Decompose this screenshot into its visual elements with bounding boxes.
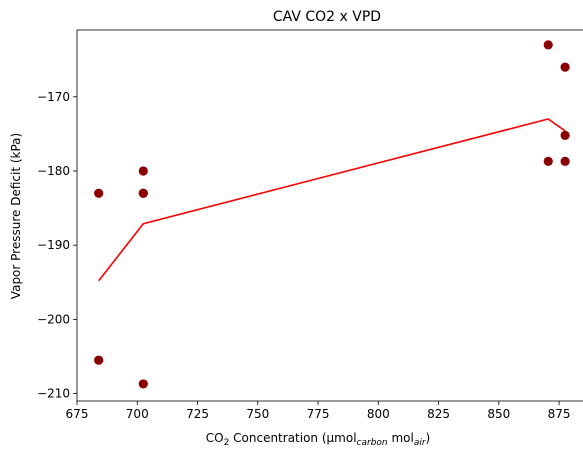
x-axis: 675 700 725 750 775 800 825 850 875	[66, 401, 571, 421]
chart-title: CAV CO2 x VPD	[273, 9, 381, 25]
data-point	[138, 166, 148, 176]
y-tick-label: −180	[37, 164, 70, 178]
data-point	[560, 62, 570, 72]
x-tick-label: 775	[307, 407, 330, 421]
fit-line	[98, 118, 566, 282]
plot-frame	[76, 29, 583, 402]
data-point	[94, 355, 104, 365]
data-point	[543, 156, 553, 166]
data-point	[560, 130, 570, 140]
y-tick-label: −210	[37, 387, 70, 401]
x-tick-label: 875	[548, 407, 571, 421]
y-tick-label: −170	[37, 90, 70, 104]
y-axis: −210 −200 −190 −180 −170	[37, 90, 77, 401]
x-axis-label: CO2 Concentration (µmolcarbon molair)	[206, 431, 430, 448]
data-point	[543, 40, 553, 50]
data-point	[560, 156, 570, 166]
y-tick-label: −190	[37, 238, 70, 252]
data-point	[138, 188, 148, 198]
x-tick-label: 675	[66, 407, 89, 421]
x-tick-label: 825	[427, 407, 450, 421]
y-tick-label: −200	[37, 312, 70, 326]
x-tick-label: 725	[186, 407, 209, 421]
data-point	[138, 379, 148, 389]
y-axis-label: Vapor Pressure Deficit (kPa)	[9, 133, 23, 299]
data-point	[94, 188, 104, 198]
plot-area	[94, 40, 570, 389]
x-tick-label: 850	[487, 407, 510, 421]
x-tick-label: 800	[367, 407, 390, 421]
x-tick-label: 700	[126, 407, 149, 421]
x-tick-label: 750	[246, 407, 269, 421]
